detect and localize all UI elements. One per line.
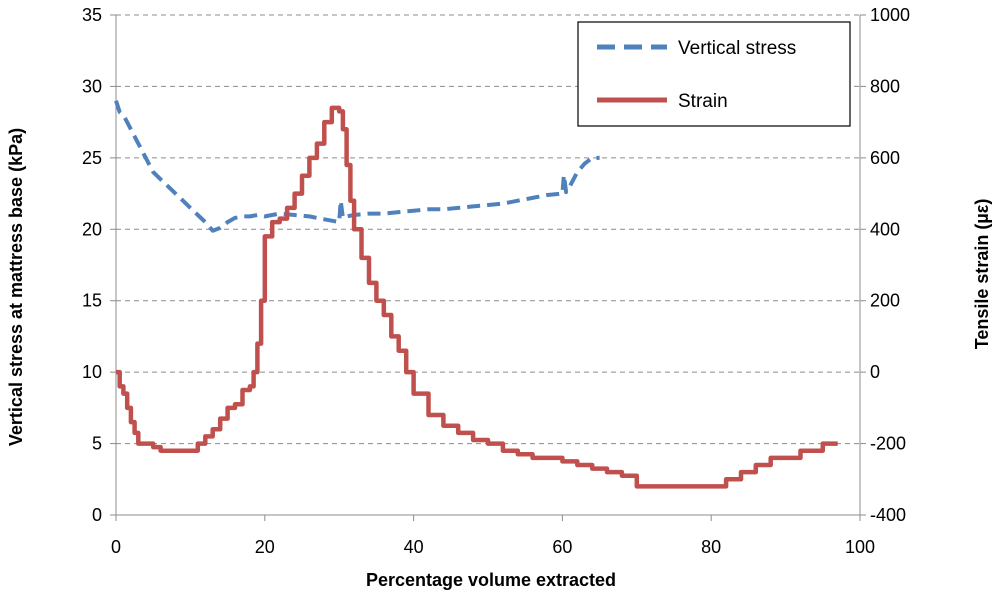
strain-line (116, 105, 838, 489)
x-tick-label: 40 (404, 537, 424, 557)
x-tick-label: 60 (552, 537, 572, 557)
y2-tick-label: 400 (870, 219, 900, 239)
x-tick-label: 100 (845, 537, 875, 557)
y-tick-label: 5 (92, 434, 102, 454)
y-axis-title: Vertical stress at mattress base (kPa) (6, 128, 26, 446)
axes (110, 14, 866, 521)
x-axis-title: Percentage volume extracted (366, 570, 616, 590)
y-tick-label: 35 (82, 5, 102, 25)
y2-tick-label: 600 (870, 148, 900, 168)
y-tick-label: 25 (82, 148, 102, 168)
x-tick-label: 0 (111, 537, 121, 557)
tick-labels: 0 5 10 15 20 25 30 35 -400 -200 0 200 400 600 800 1000 0… (82, 5, 910, 557)
y-tick-label: 0 (92, 505, 102, 525)
y2-tick-label: -400 (870, 505, 906, 525)
legend-label-vertical-stress: Vertical stress (678, 38, 796, 59)
y-tick-label: 10 (82, 362, 102, 382)
y2-tick-label: 200 (870, 291, 900, 311)
y-tick-label: 15 (82, 291, 102, 311)
legend: Vertical stress Strain (577, 21, 851, 127)
y2-tick-label: -200 (870, 434, 906, 454)
x-tick-label: 20 (255, 537, 275, 557)
y2-tick-label: 800 (870, 76, 900, 96)
vertical-stress-line (114, 100, 600, 233)
y-tick-label: 20 (82, 219, 102, 239)
x-tick-label: 80 (701, 537, 721, 557)
y2-axis-title: Tensile strain (µε) (972, 199, 992, 350)
legend-box (577, 21, 851, 127)
y2-tick-label: 1000 (870, 5, 910, 25)
y-tick-label: 30 (82, 76, 102, 96)
y2-tick-label: 0 (870, 362, 880, 382)
legend-label-strain: Strain (678, 91, 728, 112)
series-layer (114, 100, 838, 489)
